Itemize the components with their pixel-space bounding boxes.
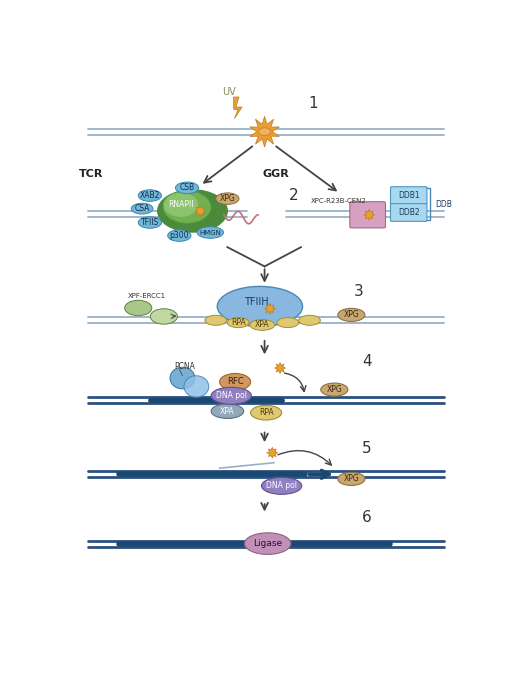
Ellipse shape: [299, 316, 321, 325]
Text: 1: 1: [308, 96, 317, 111]
Ellipse shape: [205, 316, 226, 325]
Ellipse shape: [220, 373, 251, 390]
Ellipse shape: [338, 308, 365, 322]
Text: 4: 4: [362, 354, 372, 369]
Text: 3: 3: [354, 284, 364, 299]
Text: XPG: XPG: [343, 310, 359, 320]
Text: Ligase: Ligase: [253, 539, 282, 548]
Text: DDB: DDB: [435, 199, 452, 209]
FancyBboxPatch shape: [350, 202, 386, 228]
Text: XPF-ERCC1: XPF-ERCC1: [128, 292, 166, 299]
Text: 5: 5: [362, 441, 372, 456]
Ellipse shape: [258, 128, 271, 135]
Ellipse shape: [138, 190, 161, 201]
Ellipse shape: [150, 309, 177, 324]
Polygon shape: [267, 447, 278, 458]
Ellipse shape: [168, 230, 191, 241]
Ellipse shape: [338, 473, 365, 486]
Ellipse shape: [211, 404, 244, 418]
Ellipse shape: [125, 301, 152, 316]
Ellipse shape: [251, 405, 282, 420]
Text: DNA pol: DNA pol: [266, 481, 297, 490]
Text: XAB2: XAB2: [140, 191, 160, 200]
Text: UV: UV: [222, 88, 236, 97]
Ellipse shape: [158, 190, 227, 232]
Text: TFIIS: TFIIS: [141, 218, 159, 227]
Ellipse shape: [277, 318, 299, 328]
Text: CSA: CSA: [134, 204, 150, 213]
Ellipse shape: [184, 376, 209, 397]
Text: RFC: RFC: [227, 377, 244, 386]
Ellipse shape: [170, 367, 195, 389]
Text: XPG: XPG: [326, 385, 342, 394]
Text: XPG: XPG: [343, 475, 359, 483]
Text: HMGN: HMGN: [200, 230, 221, 235]
Text: RPA: RPA: [258, 408, 273, 418]
Text: TFIIH: TFIIH: [245, 297, 269, 307]
Text: RPA: RPA: [231, 318, 246, 327]
Text: CSB: CSB: [179, 184, 194, 192]
Text: DDB1: DDB1: [398, 191, 419, 200]
Polygon shape: [250, 116, 279, 147]
Polygon shape: [234, 97, 242, 118]
Text: TCR: TCR: [79, 169, 103, 179]
Text: XPC-R23B-CEN2: XPC-R23B-CEN2: [311, 198, 367, 204]
Text: RNAPII: RNAPII: [168, 201, 194, 209]
Ellipse shape: [262, 477, 302, 494]
Ellipse shape: [216, 193, 239, 205]
Ellipse shape: [250, 320, 275, 330]
Polygon shape: [364, 209, 375, 220]
Ellipse shape: [227, 318, 249, 328]
Polygon shape: [195, 205, 206, 216]
FancyBboxPatch shape: [390, 203, 427, 222]
Text: p300: p300: [170, 231, 189, 240]
Ellipse shape: [321, 383, 348, 396]
Polygon shape: [265, 303, 276, 314]
Ellipse shape: [131, 203, 153, 214]
Text: DDB2: DDB2: [398, 208, 419, 217]
Text: XPG: XPG: [220, 194, 235, 203]
FancyBboxPatch shape: [390, 187, 427, 205]
Polygon shape: [275, 362, 285, 373]
Ellipse shape: [217, 286, 302, 326]
Text: GGR: GGR: [262, 169, 289, 179]
Ellipse shape: [245, 533, 291, 554]
Text: XPA: XPA: [220, 407, 235, 415]
Text: PCNA: PCNA: [175, 362, 195, 371]
Text: 6: 6: [362, 510, 372, 525]
Ellipse shape: [163, 192, 199, 217]
Text: XPA: XPA: [255, 320, 269, 329]
Ellipse shape: [163, 191, 211, 223]
Ellipse shape: [197, 226, 223, 238]
Text: 2: 2: [288, 188, 298, 203]
Ellipse shape: [175, 182, 199, 194]
Ellipse shape: [211, 388, 251, 404]
Text: DNA pol: DNA pol: [216, 391, 247, 401]
Ellipse shape: [138, 217, 161, 228]
